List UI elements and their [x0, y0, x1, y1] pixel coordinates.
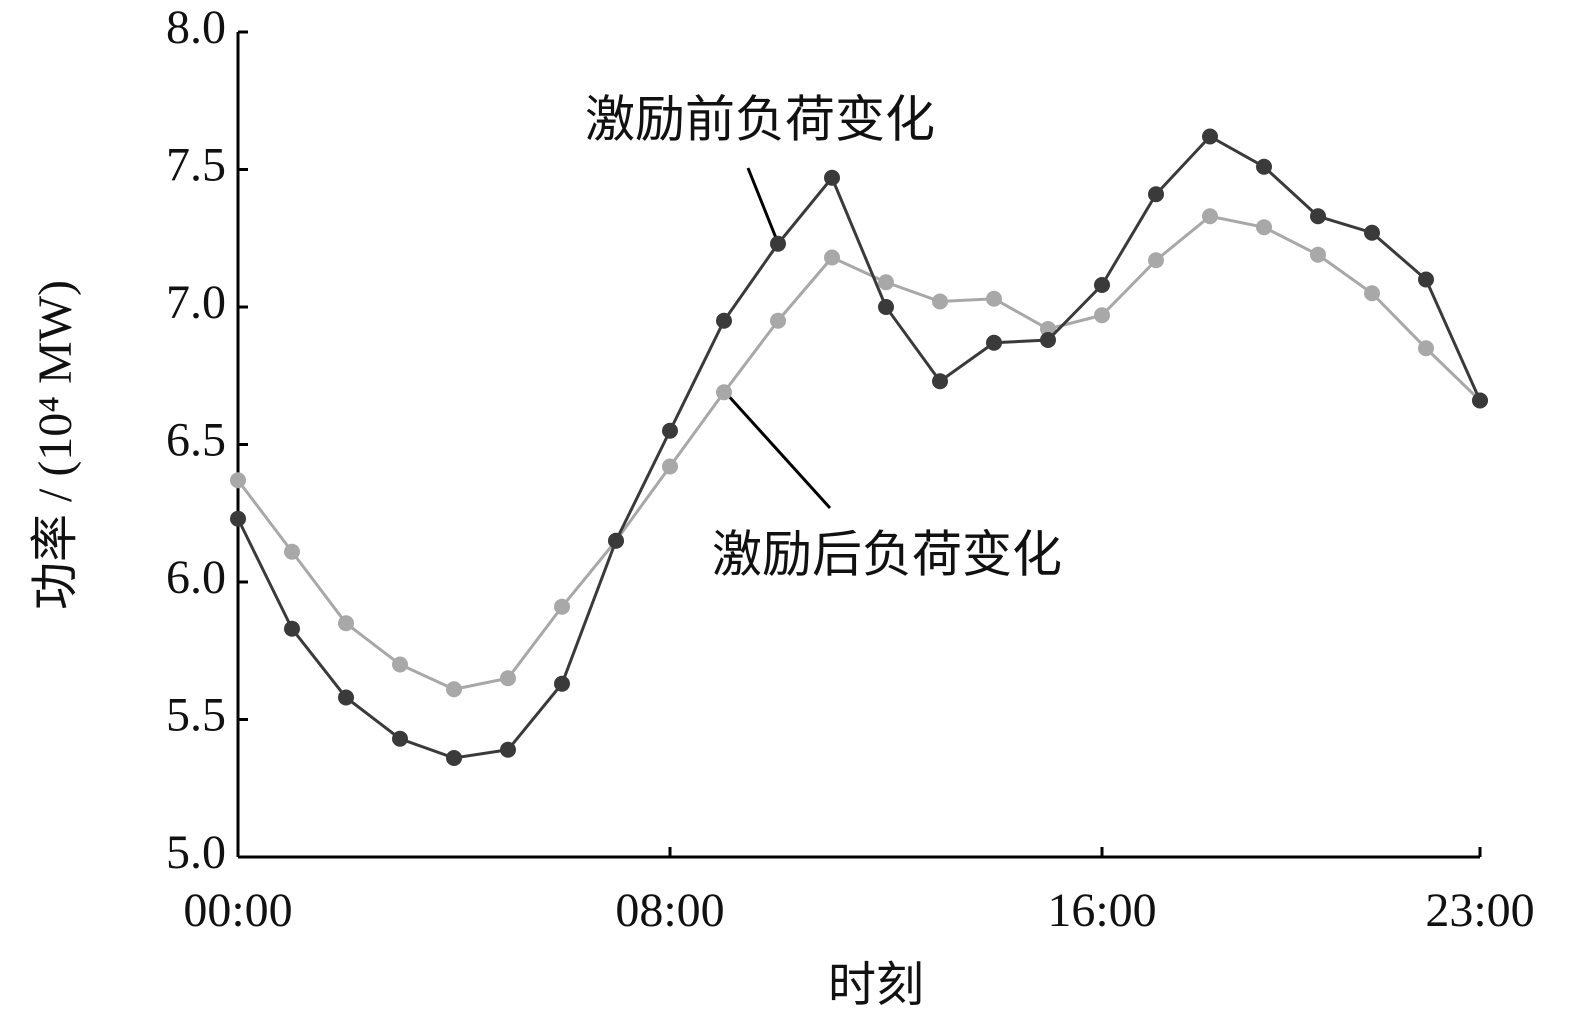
data-point [824, 249, 840, 266]
data-point [716, 312, 732, 329]
data-point [1040, 332, 1056, 348]
data-point [230, 510, 246, 527]
data-point [1364, 224, 1380, 241]
y-tick-label: 5.5 [166, 689, 226, 742]
data-point [392, 656, 408, 673]
data-point [1310, 246, 1326, 263]
y-tick-label: 7.5 [166, 139, 226, 192]
data-point [1094, 277, 1110, 293]
data-point [1040, 321, 1056, 337]
data-point [824, 169, 840, 186]
y-axis-title: 功率 / (10⁴ MW) [29, 280, 82, 610]
x-tick-label: 00:00 [183, 884, 292, 937]
data-point [338, 689, 354, 706]
data-point [1202, 128, 1218, 145]
data-point [1094, 307, 1110, 324]
data-point [662, 422, 678, 439]
y-tick-label: 7.0 [166, 276, 226, 329]
x-tick-label: 08:00 [615, 884, 724, 937]
data-point [446, 750, 462, 766]
data-point [770, 235, 786, 252]
data-point [770, 312, 786, 329]
data-point [986, 290, 1002, 307]
leader-line [723, 390, 832, 510]
y-tick-label: 5.0 [166, 826, 226, 879]
data-point [932, 293, 948, 310]
data-point [878, 274, 894, 291]
series-line [236, 134, 1482, 760]
data-point [1418, 271, 1434, 288]
data-point [1148, 186, 1164, 203]
data-point [1472, 392, 1488, 409]
data-point [554, 598, 570, 615]
data-point [284, 543, 300, 560]
data-point [1256, 158, 1272, 175]
data-point [500, 670, 516, 687]
data-point [986, 334, 1002, 351]
data-point [500, 741, 516, 758]
series-label: 激励后负荷变化 [712, 526, 1062, 582]
data-point [878, 299, 894, 315]
data-point [1256, 219, 1272, 236]
data-point [1148, 252, 1164, 269]
data-point [392, 730, 408, 747]
data-point [608, 532, 624, 549]
data-point [932, 373, 948, 390]
y-tick-label: 6.0 [166, 551, 226, 604]
data-point [1418, 340, 1434, 357]
x-tick-label: 16:00 [1047, 884, 1156, 937]
data-point [1202, 208, 1218, 225]
data-point [284, 620, 300, 637]
data-point [554, 675, 570, 692]
series-label: 激励前负荷变化 [585, 91, 935, 147]
data-point [230, 472, 246, 489]
data-point [1310, 208, 1326, 225]
data-point [1364, 285, 1380, 302]
data-point [662, 458, 678, 475]
data-point [716, 384, 732, 401]
data-point [338, 615, 354, 632]
x-axis-title: 时刻 [828, 959, 924, 1012]
y-tick-label: 8.0 [166, 1, 226, 54]
y-tick-label: 6.5 [166, 414, 226, 467]
leader-line [746, 167, 778, 239]
data-point [446, 681, 462, 698]
series-line [236, 214, 1482, 691]
x-tick-label: 23:00 [1425, 884, 1534, 937]
